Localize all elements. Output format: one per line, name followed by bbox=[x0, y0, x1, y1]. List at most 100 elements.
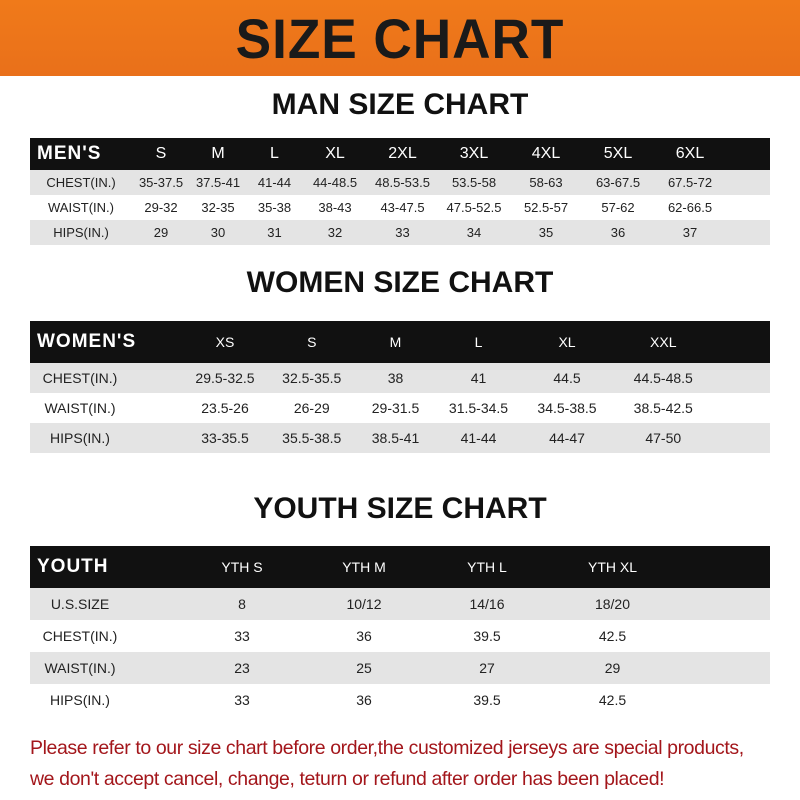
measurement-cell: 38.5-41 bbox=[371, 430, 420, 446]
measurement-cell: 29-31.5 bbox=[371, 400, 420, 416]
row-label: HIPS(IN.) bbox=[50, 692, 110, 708]
measurement-cell: 14/16 bbox=[469, 596, 505, 612]
measurement-cell: 29 bbox=[604, 660, 621, 676]
measurement-cell: 39.5 bbox=[473, 692, 501, 708]
youth-size-table: YOUTH YTH S YTH M YTH L YTH XL U.S.SIZE 8 10/12… bbox=[30, 546, 770, 716]
row-label: HIPS(IN.) bbox=[53, 225, 109, 240]
measurement-cell: 35-37.5 bbox=[138, 175, 184, 190]
table-row: CHEST(IN.) 33 36 39.5 42.5 bbox=[30, 620, 770, 652]
size-header: XL bbox=[325, 145, 345, 162]
measurement-cell: 36 bbox=[610, 225, 626, 240]
measurement-cell: 41 bbox=[470, 370, 487, 386]
women-size-table: WOMEN'S XS S M L XL XXL CHEST(IN.) 29.5-32.5 32.5… bbox=[30, 321, 770, 453]
size-header: YTH XL bbox=[587, 559, 637, 575]
measurement-cell: 53.5-58 bbox=[451, 175, 497, 190]
size-header: 2XL bbox=[388, 145, 417, 162]
table-row: HIPS(IN.) 29 30 31 32 33 34 35 36 37 bbox=[30, 220, 770, 245]
measurement-cell: 34.5-38.5 bbox=[537, 400, 597, 416]
men-size-table: MEN'S S M L XL 2XL 3XL 4XL 5XL 6XL CHEST(IN.) 35-37… bbox=[30, 138, 770, 245]
size-header: XL bbox=[558, 334, 576, 350]
size-header: YTH M bbox=[342, 559, 386, 575]
row-label: HIPS(IN.) bbox=[50, 430, 110, 446]
table-row: CHEST(IN.) 29.5-32.5 32.5-35.5 38 41 44.5 44.5… bbox=[30, 363, 770, 393]
row-label: WAIST(IN.) bbox=[44, 400, 116, 416]
measurement-cell: 44.5-48.5 bbox=[633, 370, 693, 386]
table-row: U.S.SIZE 8 10/12 14/16 18/20 bbox=[30, 588, 770, 620]
measurement-cell: 38-43 bbox=[318, 200, 352, 215]
table-row: WAIST(IN.) 23.5-26 26-29 29-31.5 31.5-34.5 34… bbox=[30, 393, 770, 423]
measurement-cell: 32.5-35.5 bbox=[282, 370, 342, 386]
measurement-cell: 41-44 bbox=[460, 430, 497, 446]
measurement-cell: 44-48.5 bbox=[312, 175, 358, 190]
table-header-row: WOMEN'S XS S M L XL XXL bbox=[30, 321, 770, 363]
measurement-cell: 25 bbox=[356, 660, 372, 676]
measurement-cell: 63-67.5 bbox=[595, 175, 641, 190]
measurement-cell: 33 bbox=[395, 225, 410, 240]
measurement-cell: 67.5-72 bbox=[667, 175, 713, 190]
measurement-cell: 27 bbox=[479, 660, 495, 676]
size-header: XXL bbox=[650, 334, 677, 350]
measurement-cell: 31.5-34.5 bbox=[448, 400, 509, 416]
men-title: MAN SIZE CHART bbox=[271, 88, 529, 121]
size-header: S bbox=[307, 334, 317, 350]
row-label: CHEST(IN.) bbox=[46, 175, 116, 190]
measurement-cell: 62-66.5 bbox=[667, 200, 713, 215]
measurement-cell: 34 bbox=[466, 225, 482, 240]
measurement-cell: 39.5 bbox=[473, 628, 501, 644]
size-header: L bbox=[270, 145, 279, 162]
size-header: 5XL bbox=[603, 145, 633, 162]
measurement-cell: 43-47.5 bbox=[380, 200, 425, 215]
measurement-cell: 8 bbox=[238, 596, 246, 612]
row-label: WAIST(IN.) bbox=[48, 200, 114, 215]
measurement-cell: 52.5-57 bbox=[523, 200, 569, 215]
measurement-cell: 48.5-53.5 bbox=[375, 175, 430, 190]
table-row: WAIST(IN.) 23 25 27 29 bbox=[30, 652, 770, 684]
measurement-cell: 57-62 bbox=[601, 200, 635, 215]
measurement-cell: 38 bbox=[387, 370, 404, 386]
measurement-cell: 35.5-38.5 bbox=[282, 430, 342, 446]
row-label: WAIST(IN.) bbox=[44, 660, 116, 676]
notice-line-2: we don't accept cancel, change, teturn o… bbox=[30, 768, 665, 790]
measurement-cell: 38.5-42.5 bbox=[633, 400, 693, 416]
measurement-cell: 37.5-41 bbox=[195, 175, 241, 190]
measurement-cell: 10/12 bbox=[346, 596, 382, 612]
size-header: S bbox=[155, 145, 167, 162]
size-header: YTH S bbox=[221, 559, 263, 575]
measurement-cell: 42.5 bbox=[598, 628, 627, 644]
measurement-cell: 32-35 bbox=[201, 200, 235, 215]
header-label: YOUTH bbox=[37, 556, 109, 577]
measurement-cell: 30 bbox=[210, 225, 226, 240]
measurement-cell: 35 bbox=[538, 225, 554, 240]
order-notice: Please refer to our size chart before or… bbox=[30, 733, 780, 795]
measurement-cell: 32 bbox=[327, 225, 343, 240]
size-chart-banner: SIZE CHART bbox=[0, 0, 800, 76]
size-header: YTH L bbox=[467, 559, 507, 575]
measurement-cell: 33 bbox=[234, 692, 250, 708]
row-label: CHEST(IN.) bbox=[42, 370, 118, 386]
size-header: M bbox=[389, 334, 402, 350]
measurement-cell: 29.5-32.5 bbox=[195, 370, 255, 386]
table-row: WAIST(IN.) 29-32 32-35 35-38 38-43 43-47.5 47.… bbox=[30, 195, 770, 220]
row-label: CHEST(IN.) bbox=[42, 628, 118, 644]
size-header: L bbox=[474, 334, 483, 350]
banner-title: SIZE CHART bbox=[235, 6, 565, 70]
measurement-cell: 26-29 bbox=[293, 400, 330, 416]
size-header: 3XL bbox=[459, 145, 489, 162]
notice-line-1: Please refer to our size chart before or… bbox=[30, 737, 744, 759]
measurement-cell: 44.5 bbox=[553, 370, 581, 386]
youth-title: YOUTH SIZE CHART bbox=[253, 492, 547, 525]
measurement-cell: 29-32 bbox=[144, 200, 178, 215]
measurement-cell: 23.5-26 bbox=[201, 400, 249, 416]
table-row: CHEST(IN.) 35-37.5 37.5-41 41-44 44-48.5 48.5… bbox=[30, 170, 770, 195]
table-row: HIPS(IN.) 33-35.5 35.5-38.5 38.5-41 41-44 44-… bbox=[30, 423, 770, 453]
size-header: 4XL bbox=[531, 145, 561, 162]
row-label: U.S.SIZE bbox=[50, 596, 110, 612]
measurement-cell: 36 bbox=[356, 628, 372, 644]
measurement-cell: 42.5 bbox=[598, 692, 627, 708]
size-header: XS bbox=[215, 334, 235, 350]
measurement-cell: 47-50 bbox=[645, 430, 682, 446]
measurement-cell: 36 bbox=[356, 692, 372, 708]
measurement-cell: 23 bbox=[234, 660, 250, 676]
table-header-row: MEN'S S M L XL 2XL 3XL 4XL 5XL 6XL bbox=[30, 138, 770, 170]
table-row: HIPS(IN.) 33 36 39.5 42.5 bbox=[30, 684, 770, 716]
